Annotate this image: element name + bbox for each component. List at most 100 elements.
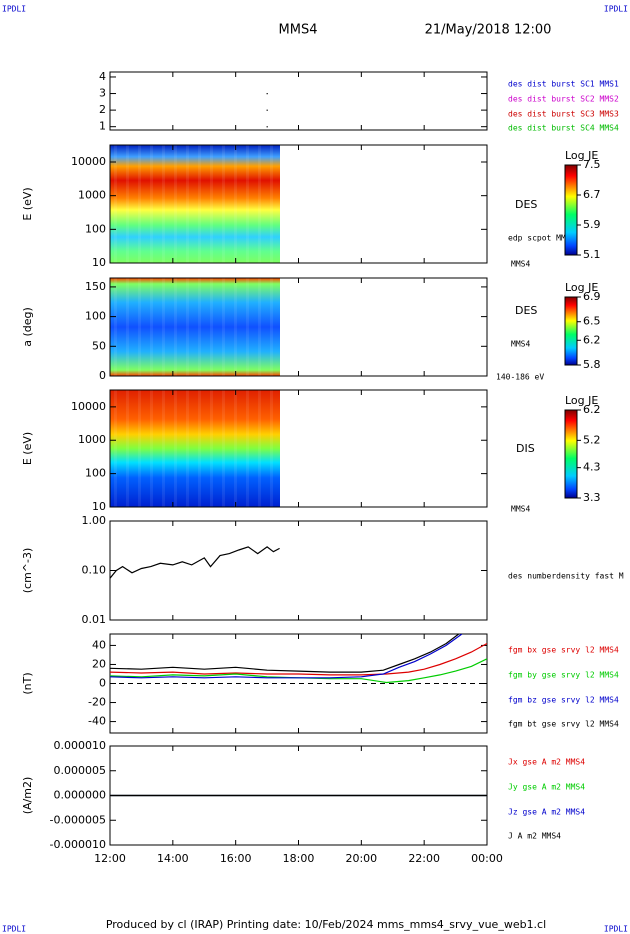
spectrogram-stripe	[198, 145, 201, 263]
y-tick-label: 100	[85, 467, 106, 480]
colorbar-title: Log JE	[565, 281, 598, 294]
annotation: DES	[515, 304, 537, 317]
y-tick-label: 0.000010	[54, 739, 107, 752]
spectrogram-stripe	[150, 145, 153, 263]
spectrogram-stripe	[270, 278, 273, 376]
y-tick-label: 3	[99, 87, 106, 100]
y-tick-label: 1000	[78, 433, 106, 446]
x-tick-label: 16:00	[220, 852, 252, 865]
corner-label: IPDLI	[2, 925, 26, 934]
spectrogram-stripe	[270, 145, 273, 263]
spectrogram-stripe	[138, 390, 141, 507]
spectrogram-stripe	[258, 278, 261, 376]
spectrogram-stripe	[126, 145, 129, 263]
y-tick-label: 0.000005	[54, 764, 107, 777]
point	[266, 109, 268, 111]
spectrogram-stripe	[198, 278, 201, 376]
colorbar-tick-label: 4.3	[583, 461, 601, 474]
legend-label: des dist burst SC4 MMS4	[508, 124, 619, 133]
colorbar-tick-label: 5.1	[583, 248, 601, 261]
y-tick-label: 1.00	[82, 514, 107, 527]
y-tick-label: 2	[99, 103, 106, 116]
colorbar-tick-label: 5.2	[583, 433, 601, 446]
y-tick-label: 4	[99, 70, 106, 83]
legend-label: J A m2 MMS4	[508, 832, 561, 841]
spectrogram-stripe	[174, 390, 177, 507]
annotation: 140-186 eV	[496, 373, 544, 382]
colorbar-tick-label: 3.3	[583, 491, 601, 504]
series-line	[110, 634, 460, 673]
legend-label: fgm bt gse srvy l2 MMS4	[508, 720, 619, 729]
spectrogram-stripe	[222, 278, 225, 376]
colorbar-title: Log JE	[565, 149, 598, 162]
legend-label: Jy gse A m2 MMS4	[508, 783, 585, 792]
spectrogram-stripe	[258, 390, 261, 507]
spectrogram-stripe	[114, 390, 117, 507]
colorbar-tick-label: 6.2	[583, 403, 601, 416]
point	[266, 126, 268, 128]
spectrogram-stripe	[174, 278, 177, 376]
annotation: DES	[515, 198, 537, 211]
spectrogram-stripe	[186, 278, 189, 376]
spectrogram-stripe	[126, 390, 129, 507]
spectrogram	[110, 278, 280, 376]
panel-frame	[109, 520, 488, 621]
series-line	[110, 546, 280, 579]
colorbar-tick-label: 6.5	[583, 315, 601, 328]
spectrogram-stripe	[114, 278, 117, 376]
spectrogram-stripe	[174, 145, 177, 263]
series-line	[110, 642, 487, 676]
x-tick-label: 12:00	[94, 852, 126, 865]
colorbar-title: Log JE	[565, 394, 598, 407]
spectrogram-stripe	[126, 278, 129, 376]
y-tick-label: 50	[92, 339, 106, 352]
legend-label: Jz gse A m2 MMS4	[508, 808, 585, 817]
spectrogram-stripe	[270, 390, 273, 507]
colorbar-tick-label: 6.9	[583, 290, 601, 303]
spectrogram-stripe	[246, 390, 249, 507]
spectrogram-stripe	[234, 278, 237, 376]
spectrogram-stripe	[222, 390, 225, 507]
y-tick-label: 0	[99, 677, 106, 690]
y-tick-label: 10000	[71, 155, 106, 168]
x-tick-label: 20:00	[345, 852, 377, 865]
y-tick-label: 0.01	[82, 613, 107, 626]
datetime: 21/May/2018 12:00	[425, 23, 552, 38]
annotation: MMS4	[511, 505, 530, 514]
spectrogram-stripe	[186, 145, 189, 263]
y-tick-label: 20	[92, 657, 106, 670]
x-tick-label: 00:00	[471, 852, 503, 865]
y-axis-label: (cm^-3)	[21, 548, 34, 594]
corner-label: IPDLI	[604, 5, 628, 14]
colorbar-tick-label: 5.9	[583, 218, 601, 231]
y-tick-label: 1000	[78, 189, 106, 202]
colorbar-tick-label: 6.7	[583, 188, 601, 201]
colorbar	[564, 296, 578, 366]
spectrogram	[110, 145, 280, 263]
annotation: MMS4	[511, 260, 530, 269]
spectrogram-stripe	[222, 145, 225, 263]
legend-label: fgm bz gse srvy l2 MMS4	[508, 696, 619, 705]
y-tick-label: -0.000010	[50, 838, 106, 851]
y-tick-label: 10	[92, 256, 106, 269]
spectrogram-stripe	[258, 145, 261, 263]
legend-label: Jx gse A m2 MMS4	[508, 758, 585, 767]
panel-frame	[109, 71, 488, 131]
y-axis-label: a (deg)	[21, 307, 34, 347]
spectrogram-stripe	[162, 278, 165, 376]
spectrogram-stripe	[210, 145, 213, 263]
y-tick-label: 100	[85, 222, 106, 235]
annotation: edp scpot MMS4	[508, 234, 576, 243]
x-tick-label: 22:00	[408, 852, 440, 865]
corner-label: IPDLI	[2, 5, 26, 14]
legend-label: fgm bx gse srvy l2 MMS4	[508, 646, 619, 655]
spectrogram-stripe	[198, 390, 201, 507]
annotation: MMS4	[511, 340, 530, 349]
legend-label: des dist burst SC3 MMS3	[508, 110, 619, 119]
colorbar	[564, 409, 578, 499]
legend-label: des dist burst SC1 MMS1	[508, 80, 619, 89]
spectrogram-stripe	[138, 145, 141, 263]
y-tick-label: 0.10	[82, 564, 107, 577]
spectrogram-stripe	[246, 145, 249, 263]
